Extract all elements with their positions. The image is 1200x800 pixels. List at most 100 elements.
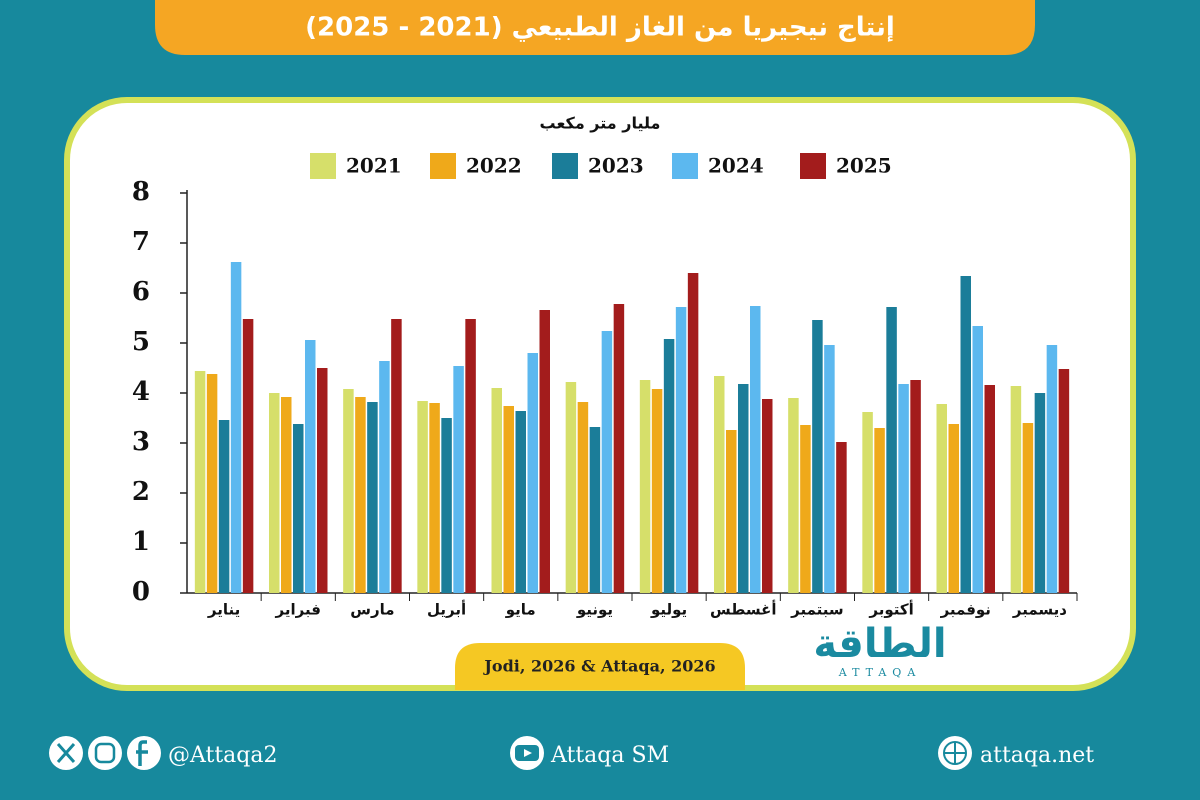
bar bbox=[305, 340, 316, 593]
bar bbox=[750, 306, 761, 593]
bar bbox=[1034, 393, 1046, 593]
logo-text: الطاقة bbox=[813, 621, 946, 667]
bar bbox=[738, 384, 749, 593]
bar bbox=[453, 366, 464, 593]
bar bbox=[663, 339, 675, 593]
bar bbox=[503, 406, 514, 593]
youtube-handle: Attaqa SM bbox=[550, 743, 669, 768]
x-tick-label: يناير bbox=[207, 601, 240, 619]
bar bbox=[762, 399, 773, 593]
instagram-glyph bbox=[94, 742, 116, 764]
bar bbox=[836, 442, 847, 593]
bar bbox=[788, 398, 799, 593]
bar bbox=[824, 345, 835, 593]
bar bbox=[218, 420, 230, 593]
legend-swatch bbox=[672, 153, 698, 179]
y-tick-label: 8 bbox=[132, 177, 150, 207]
x-icon-glyph bbox=[56, 743, 76, 763]
x-tick-label: سبتمبر bbox=[790, 601, 844, 619]
bar bbox=[936, 404, 947, 593]
youtube-play bbox=[524, 749, 532, 757]
y-tick-label: 4 bbox=[132, 377, 150, 407]
bar bbox=[874, 428, 885, 593]
bar bbox=[317, 368, 328, 593]
x-tick-label: مارس bbox=[350, 601, 394, 619]
bar bbox=[898, 384, 909, 593]
bar bbox=[675, 307, 687, 593]
bar bbox=[391, 319, 402, 593]
bar bbox=[194, 371, 206, 593]
bar bbox=[862, 412, 873, 593]
bar bbox=[651, 389, 663, 593]
y-tick-label: 1 bbox=[132, 527, 150, 557]
source-pill bbox=[455, 643, 745, 690]
bar bbox=[293, 424, 304, 593]
x-tick-label: يونيو bbox=[576, 601, 613, 619]
bar bbox=[1046, 345, 1058, 593]
bar bbox=[465, 319, 476, 593]
bar bbox=[972, 326, 983, 593]
bar bbox=[714, 376, 725, 593]
y-tick-label: 2 bbox=[132, 477, 150, 507]
x-tick-label: فبراير bbox=[275, 601, 321, 619]
y-axis-unit: مليار متر مكعب bbox=[540, 114, 661, 133]
legend-label: 2024 bbox=[708, 154, 764, 178]
bar bbox=[639, 380, 651, 593]
legend-label: 2025 bbox=[836, 154, 892, 178]
legend-label: 2022 bbox=[466, 154, 522, 178]
x-tick-label: أغسطس bbox=[710, 600, 776, 619]
social-handle: @Attaqa2 bbox=[168, 743, 278, 768]
y-tick-label: 6 bbox=[132, 277, 150, 307]
bar bbox=[242, 319, 254, 593]
chart-title: إنتاج نيجيريا من الغاز الطبيعي (2021 - 2… bbox=[305, 13, 895, 43]
bar bbox=[886, 307, 897, 593]
legend-swatch bbox=[430, 153, 456, 179]
bar bbox=[441, 418, 452, 593]
x-tick-label: أبريل bbox=[427, 600, 466, 619]
bar bbox=[1058, 369, 1070, 593]
bar bbox=[379, 361, 390, 593]
legend-swatch bbox=[800, 153, 826, 179]
x-tick-label: يوليو bbox=[650, 601, 687, 619]
x-tick-label: نوفمبر bbox=[940, 601, 991, 619]
bar bbox=[601, 331, 613, 593]
bar bbox=[367, 402, 378, 593]
bar bbox=[726, 430, 737, 593]
bar bbox=[960, 276, 971, 593]
bar bbox=[539, 310, 550, 593]
x-tick-label: ديسمبر bbox=[1012, 601, 1067, 619]
bar bbox=[984, 385, 995, 593]
bar bbox=[687, 273, 699, 593]
facebook-glyph bbox=[136, 740, 148, 766]
x-tick-label: مايو bbox=[505, 601, 536, 619]
website: attaqa.net bbox=[980, 743, 1094, 768]
bar bbox=[613, 304, 625, 593]
logo-latin: ATTAQA bbox=[838, 666, 922, 679]
y-tick-label: 5 bbox=[132, 327, 150, 357]
bar bbox=[527, 353, 538, 593]
bar bbox=[206, 374, 218, 593]
bar bbox=[1010, 386, 1022, 593]
bar bbox=[269, 393, 280, 593]
legend-swatch bbox=[310, 153, 336, 179]
y-tick-label: 7 bbox=[132, 227, 150, 257]
bar bbox=[800, 425, 811, 593]
y-tick-label: 3 bbox=[132, 427, 150, 457]
bar bbox=[491, 388, 502, 593]
bar bbox=[281, 397, 292, 593]
bar bbox=[343, 389, 354, 593]
bar bbox=[1022, 423, 1034, 593]
bar bbox=[515, 411, 526, 593]
y-tick-label: 0 bbox=[132, 577, 150, 607]
bar bbox=[429, 403, 440, 593]
bar bbox=[812, 320, 823, 593]
bar bbox=[565, 382, 577, 593]
source: Jodi, 2026 & Attaqa, 2026 bbox=[482, 657, 715, 676]
instagram-icon bbox=[88, 736, 122, 770]
x-tick-label: أكتوبر bbox=[868, 600, 913, 619]
bar bbox=[948, 424, 959, 593]
bar bbox=[910, 380, 921, 593]
bar bbox=[589, 427, 601, 593]
